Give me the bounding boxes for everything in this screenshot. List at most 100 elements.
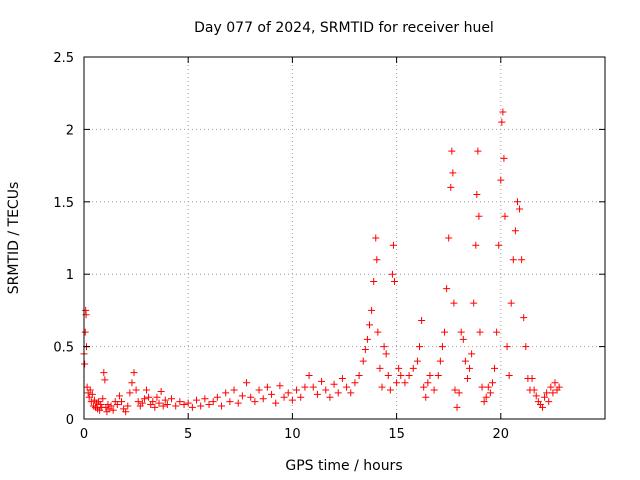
data-point (475, 212, 483, 220)
data-point (453, 403, 461, 411)
data-point (326, 393, 334, 401)
data-point (443, 285, 451, 293)
data-point (213, 393, 221, 401)
data-point (188, 403, 196, 411)
data-point (355, 372, 363, 380)
data-point (109, 406, 117, 414)
data-point (488, 379, 496, 387)
data-point (409, 364, 417, 372)
y-tick-label: 2 (66, 123, 74, 138)
data-point (263, 383, 271, 391)
data-point (543, 389, 551, 397)
data-point (516, 205, 524, 213)
data-point (284, 389, 292, 397)
data-point (184, 399, 192, 407)
data-point (413, 357, 421, 365)
data-point (416, 343, 424, 351)
data-point (470, 299, 478, 307)
data-point (401, 379, 409, 387)
data-point (491, 364, 499, 372)
data-point (99, 395, 107, 403)
data-point (373, 256, 381, 264)
plot-frame (83, 56, 606, 420)
x-tick-labels: 0 5 10 15 20 (80, 427, 509, 442)
data-point (157, 387, 165, 395)
data-point (468, 350, 476, 358)
data-point (449, 169, 457, 177)
y-tick-label: 0 (66, 413, 74, 428)
data-point (459, 335, 467, 343)
data-point (455, 389, 463, 397)
data-point (503, 343, 511, 351)
data-point (128, 379, 136, 387)
data-point (522, 343, 530, 351)
data-point (426, 372, 434, 380)
data-point (81, 328, 89, 336)
data-point (499, 108, 507, 116)
data-point (511, 227, 519, 235)
data-point (397, 372, 405, 380)
data-point (280, 393, 288, 401)
data-point (451, 386, 459, 394)
data-point (115, 392, 123, 400)
data-point (418, 317, 426, 325)
data-point (330, 380, 338, 388)
data-point (393, 379, 401, 387)
y-axis-label: SRMTID / TECUs (6, 182, 22, 295)
data-point (151, 403, 159, 411)
data-point (388, 270, 396, 278)
data-point (359, 357, 367, 365)
data-point (155, 399, 163, 407)
data-point (297, 393, 305, 401)
data-point (163, 401, 171, 409)
data-point (395, 364, 403, 372)
data-point (380, 343, 388, 351)
data-point (124, 402, 132, 410)
data-point (201, 395, 209, 403)
data-point (436, 357, 444, 365)
data-point (104, 401, 112, 409)
data-point (238, 392, 246, 400)
data-point (448, 147, 456, 155)
data-point (293, 386, 301, 394)
data-point (474, 147, 482, 155)
data-point (97, 401, 105, 409)
data-point (363, 335, 371, 343)
data-point (161, 396, 169, 404)
grid-lines (84, 57, 605, 419)
data-point (143, 386, 151, 394)
x-tick-label: 15 (388, 427, 405, 442)
data-point (343, 383, 351, 391)
data-point (500, 154, 508, 162)
data-point (172, 402, 180, 410)
data-point (472, 241, 480, 249)
data-point (313, 390, 321, 398)
data-point (549, 389, 557, 397)
y-tick-label: 0.5 (53, 341, 74, 356)
data-point (457, 328, 465, 336)
axis-ticks (83, 56, 605, 420)
data-point (476, 328, 484, 336)
data-point (234, 399, 242, 407)
data-point (159, 402, 167, 410)
data-point (81, 360, 89, 368)
data-point (484, 383, 492, 391)
data-point (438, 343, 446, 351)
data-point (430, 386, 438, 394)
data-point (505, 372, 513, 380)
data-point (466, 364, 474, 372)
data-point (509, 256, 517, 264)
data-point (368, 306, 376, 314)
data-point (140, 395, 148, 403)
data-point (176, 398, 184, 406)
data-point (153, 393, 161, 401)
data-point (420, 383, 428, 391)
data-point (520, 314, 528, 322)
data-point (366, 321, 374, 329)
data-point (276, 382, 284, 390)
x-tick-label: 0 (80, 427, 88, 442)
data-point (447, 183, 455, 191)
data-point (87, 398, 95, 406)
data-point (551, 379, 559, 387)
